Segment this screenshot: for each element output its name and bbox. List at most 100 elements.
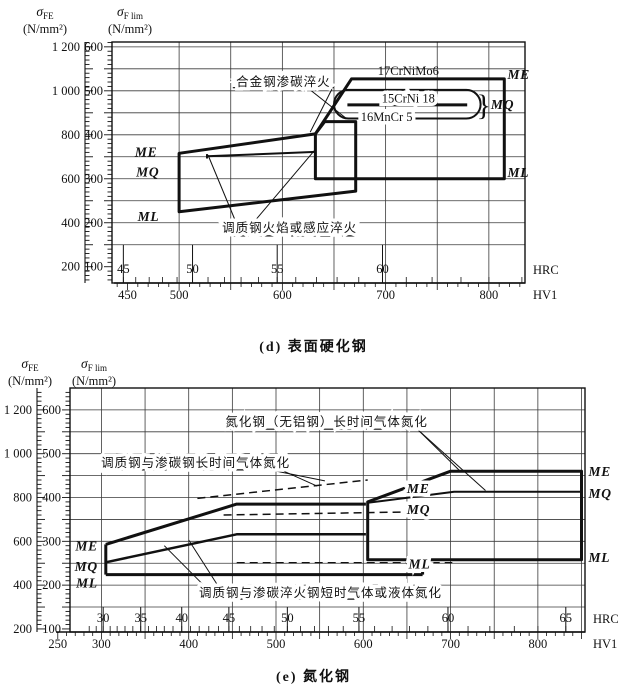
labels: 1 200 1 000 800 600 400 200 600 500 400 300 200 100…	[4, 356, 619, 651]
flim-axis-tick: 100	[84, 260, 103, 274]
chart-label: ME	[506, 67, 530, 82]
axis-title: σF lim	[81, 356, 107, 373]
hrc-tick-label: 55	[353, 611, 366, 625]
chart-label: MQ	[490, 97, 514, 112]
flim-axis-tick: 400	[42, 491, 61, 505]
fe-axis-tick: 600	[13, 534, 32, 548]
flame-induction-mq-line	[206, 150, 316, 158]
fe-axis-tick: 200	[13, 622, 32, 636]
hv-axis-label: HV1	[593, 637, 617, 651]
chart-label: ML	[506, 165, 529, 180]
chart-label: ME	[406, 481, 430, 496]
fe-axis-tick: 200	[61, 260, 80, 274]
shorttime-me-line	[105, 502, 366, 546]
flim-axis-tick: 100	[42, 622, 61, 636]
axes	[84, 41, 526, 290]
chart-label: ME	[74, 538, 98, 553]
leader-line	[308, 88, 347, 119]
leader-line	[246, 150, 315, 231]
fe-axis-tick: 1 200	[4, 403, 32, 417]
hv-tick-label: 300	[92, 637, 111, 651]
flim-axis-tick: 200	[42, 578, 61, 592]
hrc-tick-label: 45	[117, 262, 130, 276]
hrc-tick-label: 60	[376, 262, 389, 276]
axes	[36, 387, 586, 639]
axis-unit: (N/mm²)	[108, 22, 152, 36]
flim-axis-tick: 300	[42, 534, 61, 548]
chart-label: 16MnCr 5	[361, 110, 413, 124]
nitriding-steel-mq-line	[367, 490, 582, 504]
chart-label: MQ	[406, 502, 430, 517]
hrc-tick-label: 35	[134, 611, 147, 625]
hv-tick-label: 250	[48, 637, 67, 651]
hrc-tick-label: 50	[281, 611, 294, 625]
chart-label: 15CrNi 18	[382, 91, 435, 105]
chart-label: ME	[587, 464, 611, 479]
hv-tick-label: 400	[179, 637, 198, 651]
hv-tick-label: 500	[267, 637, 286, 651]
hv-axis-label: HV1	[533, 288, 557, 302]
hv-tick-label: 700	[376, 288, 395, 302]
leader-line	[417, 429, 486, 491]
regions	[104, 428, 583, 600]
chart-label: 氮化钢（无铝钢）长时间气体氮化	[225, 414, 428, 429]
axis-unit: (N/mm²)	[8, 374, 52, 388]
chart-label: MQ	[74, 559, 98, 574]
flim-axis-tick: 500	[42, 447, 61, 461]
flim-axis-tick: 400	[84, 128, 103, 142]
flim-axis-tick: 600	[84, 40, 103, 54]
hv-tick-label: 800	[479, 288, 498, 302]
gridlines	[112, 42, 525, 283]
fe-axis-tick: 400	[61, 216, 80, 230]
nitriding-steel-region	[366, 469, 583, 562]
longtime-dashed-me	[197, 479, 368, 500]
hv-tick-label: 800	[528, 637, 547, 651]
regions	[177, 77, 506, 237]
hv-tick-label: 600	[273, 288, 292, 302]
flim-axis-tick: 600	[42, 403, 61, 417]
chart-label: ML	[408, 557, 431, 572]
fe-axis-tick: 1 000	[4, 447, 32, 461]
hrc-tick-label: 45	[223, 611, 236, 625]
fe-axis-tick: 1 200	[52, 40, 80, 54]
axis-unit: (N/mm²)	[72, 374, 116, 388]
hv-tick-label: 500	[170, 288, 189, 302]
chart-label: }	[476, 89, 490, 122]
hrc-axis-label: HRC	[533, 263, 559, 277]
hrc-tick-label: 50	[186, 262, 199, 276]
hv-tick-label: 600	[354, 637, 373, 651]
axis-title: σFE	[36, 4, 54, 21]
hrc-tick-label: 65	[560, 611, 573, 625]
fe-axis-tick: 800	[13, 491, 32, 505]
chart-label: MQ	[587, 486, 611, 501]
chart-label: 调质钢与渗碳淬火钢短时气体或液体氮化	[199, 585, 442, 600]
axis-unit: (N/mm²)	[23, 22, 67, 36]
chart-label: ME	[134, 145, 158, 160]
labels: 1 200 1 000 800 600 400 200 600 500 400 300 200 100…	[23, 4, 559, 302]
leader-line	[207, 154, 238, 225]
chart-label: 17CrNiMo6	[378, 64, 439, 78]
flim-axis-tick: 200	[84, 216, 103, 230]
axis-title: σF lim	[117, 4, 143, 21]
shorttime-mq-line	[105, 533, 366, 564]
hv-tick-label: 450	[118, 288, 137, 302]
chart-label: 调质钢火焰或感应淬火	[222, 220, 357, 235]
hrc-tick-label: 30	[97, 611, 110, 625]
axis-title: σFE	[21, 356, 39, 373]
leader-line	[274, 470, 325, 482]
flim-axis-tick: 500	[84, 84, 103, 98]
fe-axis-tick: 800	[61, 128, 80, 142]
hrc-tick-label: 55	[271, 262, 284, 276]
flim-axis-tick: 300	[84, 172, 103, 186]
hrc-tick-label: 60	[442, 611, 455, 625]
leader-line	[309, 88, 333, 133]
hrc-tick-label: 40	[175, 611, 188, 625]
chart-label: MQ	[135, 164, 159, 179]
chart-label: 调质钢与渗碳钢长时间气体氮化	[101, 455, 290, 470]
chart-surface-hardened-steel: 1 200 1 000 800 600 400 200 600 500 400 300 200 100…	[23, 4, 559, 302]
leader-line	[163, 545, 214, 596]
carburized-region	[313, 77, 506, 181]
leader-line	[188, 539, 226, 598]
chart-label: 合金钢渗碳淬火	[236, 74, 331, 89]
